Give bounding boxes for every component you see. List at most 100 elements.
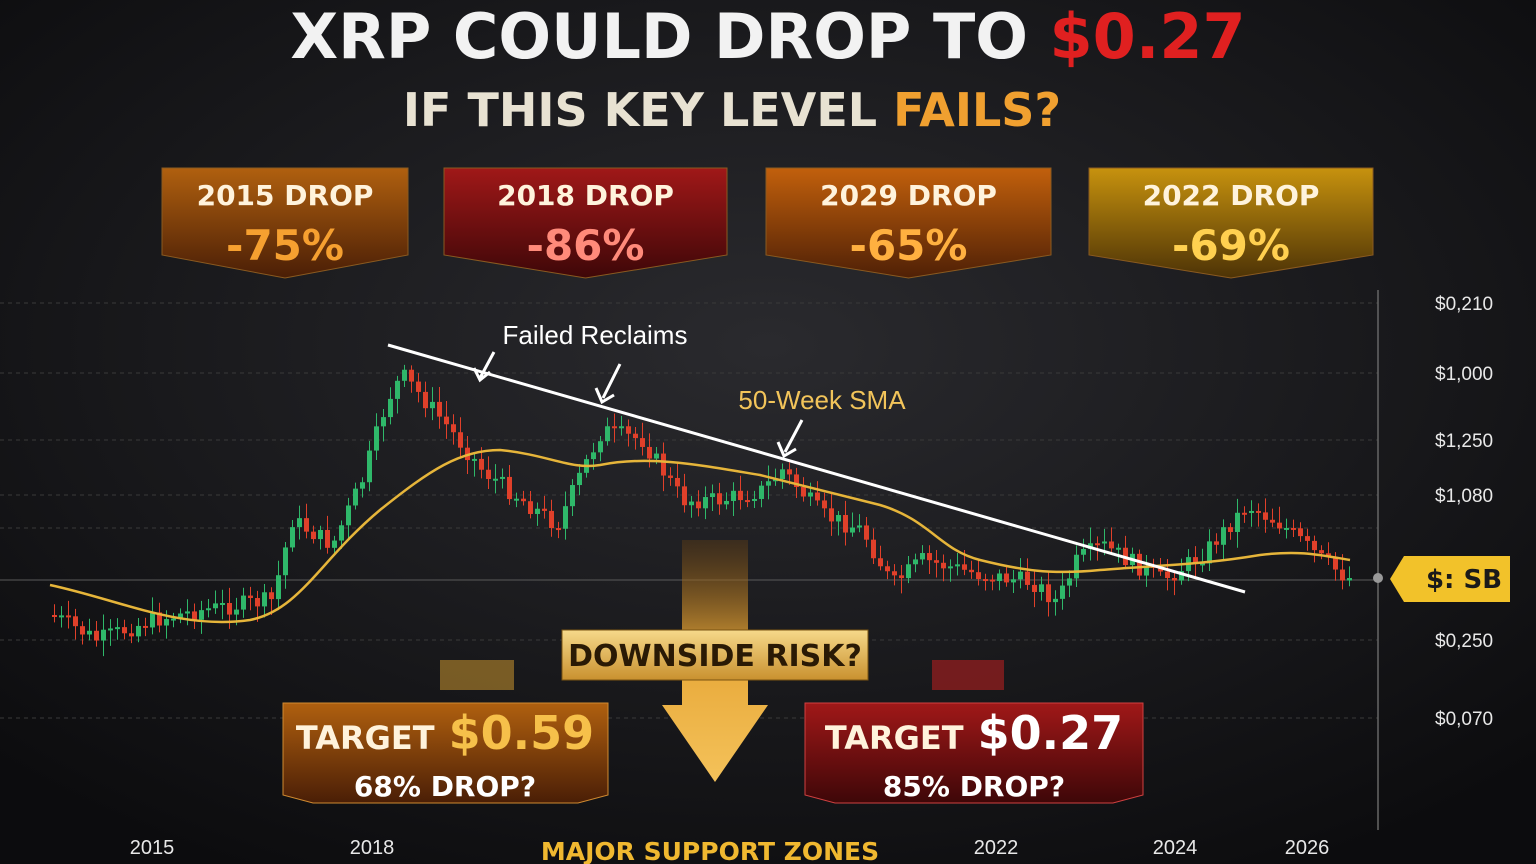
candle-body [780,469,785,480]
candle-body [1109,541,1114,549]
candle-body [220,603,225,606]
target-title: TARGET $0.27 [825,706,1123,760]
candle-body [318,529,323,540]
drop-card: 2018 DROP -86% [443,167,728,279]
candle-body [514,498,519,501]
y-axis-label: $1,000 [1435,364,1493,385]
candle-body [815,492,820,501]
candle-body [913,559,918,565]
candle-body [290,527,295,548]
x-axis-labels: 2015 2018 2022 2024 2026 [130,837,1330,859]
candle-body [1053,598,1058,603]
candle-body [962,564,967,570]
candle-body [1095,543,1100,546]
candle-body [808,492,813,497]
candle-body [451,424,456,433]
candle-body [829,508,834,522]
candle-body [941,562,946,569]
candle-body [591,452,596,460]
candle-body [577,472,582,486]
price-dot [1373,573,1383,583]
candle-body [542,508,547,511]
candle-body [1284,527,1289,530]
candle-body [864,525,869,540]
candle-body [94,630,99,641]
candle-body [1270,519,1275,523]
card-value: -65% [850,221,968,270]
candle-body [395,380,400,399]
price-tag-label: $: SB [1426,565,1502,595]
candle-body [185,611,190,614]
candle-body [171,618,176,621]
candle-body [717,493,722,505]
candle-body [1102,541,1107,544]
candle-body [129,633,134,637]
candle-body [549,510,554,529]
candle-body [1081,549,1086,555]
y-axis-label: $1,250 [1435,431,1493,452]
x-axis-label: 2024 [1153,837,1198,859]
candle-body [1137,553,1142,576]
candle-body [1025,571,1030,585]
candle-body [192,611,197,620]
candle-body [1228,527,1233,532]
drop-card: 2022 DROP -69% [1088,167,1374,279]
candle-body [969,569,974,573]
candle-body [59,615,64,618]
candle-body [234,609,239,615]
candle-body [1340,569,1345,581]
candle-body [878,558,883,567]
candle-body [1060,585,1065,599]
candle-body [752,498,757,501]
candle-body [157,612,162,626]
subtitle-emphasis: FAILS? [893,83,1061,137]
candle-body [346,505,351,526]
candle-body [136,625,141,637]
candle-body [213,603,218,609]
candle-body [458,432,463,448]
x-axis-label: 2018 [350,837,395,859]
candle-body [269,592,274,600]
candle-body [360,482,365,489]
candle-body [493,478,498,481]
candle-body [934,560,939,563]
candle-body [731,490,736,501]
candle-body [248,595,253,599]
candle-body [920,553,925,560]
candle-body [759,485,764,499]
card-value: -86% [527,221,645,270]
candle-body [122,627,127,634]
candle-body [241,595,246,610]
target-title: TARGET $0.59 [296,706,594,760]
candle-body [262,592,267,607]
x-axis-label: 2015 [130,837,175,859]
candle-body [689,501,694,506]
y-axis-label: $0,070 [1435,709,1493,730]
downside-box [561,629,869,681]
candle-body [724,500,729,505]
candle-body [486,469,491,480]
support-glow [932,660,1004,690]
price-tag [1390,556,1510,602]
candle-body [766,481,771,486]
candle-body [1235,512,1240,532]
candle-body [507,476,512,500]
candle-body [857,525,862,528]
candle-body [710,493,715,498]
candle-body [304,518,309,532]
candle-body [430,401,435,409]
support-glow [440,660,514,690]
candle-body [794,474,799,487]
candle-body [1193,557,1198,565]
target-box: TARGET $0.27 85% DROP? [804,702,1144,804]
annotation-arrows [472,351,804,459]
x-axis-label: 2022 [974,837,1019,859]
candle-body [640,438,645,447]
candle-body [388,398,393,418]
candle-body [822,500,827,509]
title-emphasis: $0.27 [1050,0,1246,73]
y-axis-label: $0,210 [1435,294,1493,315]
card-label: 2022 DROP [1143,179,1320,212]
